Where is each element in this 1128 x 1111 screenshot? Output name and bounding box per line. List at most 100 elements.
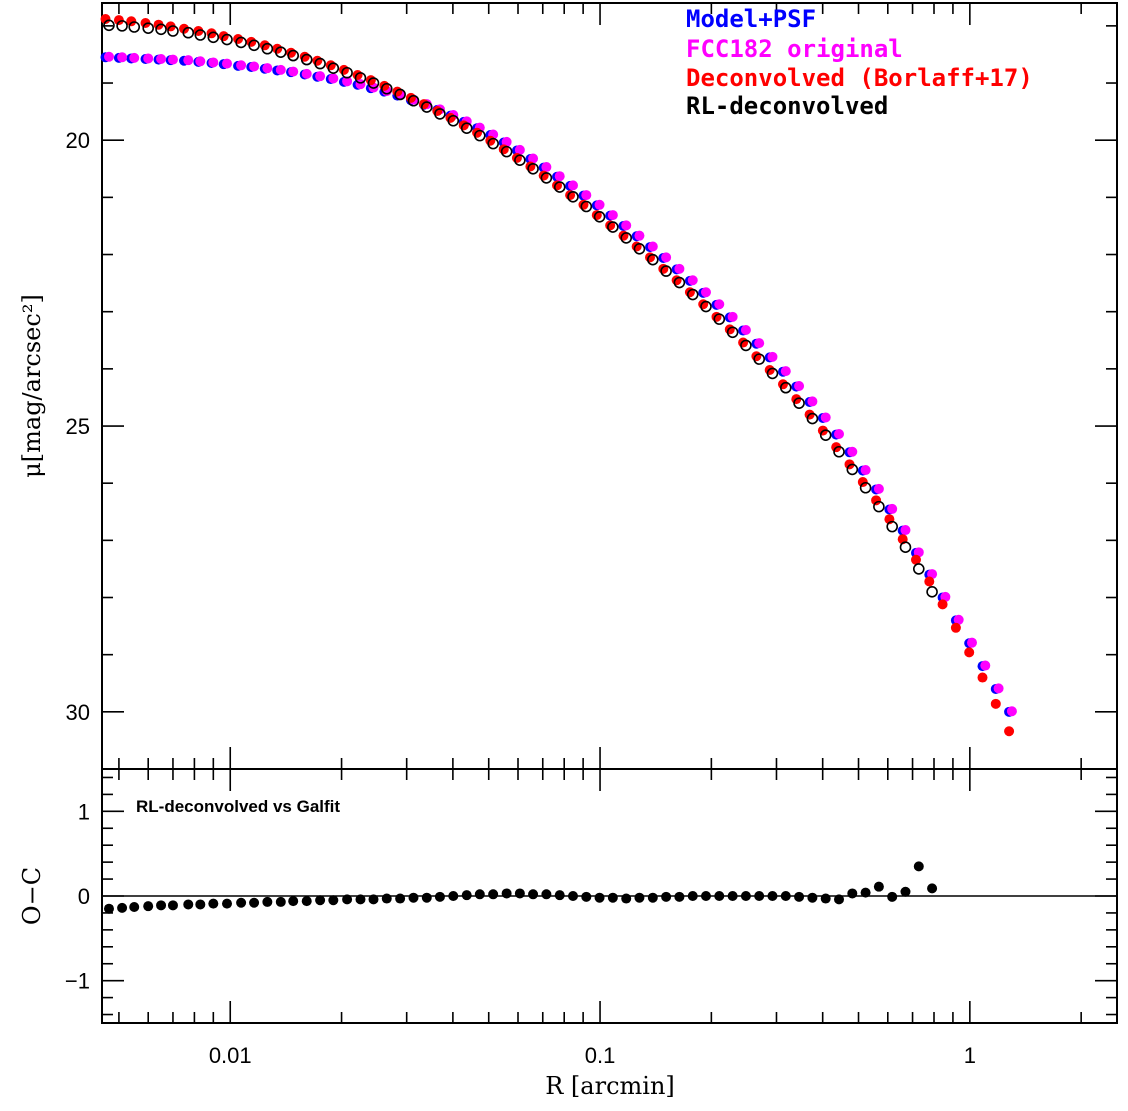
data-point (541, 162, 552, 173)
data-point (807, 396, 818, 407)
data-point (714, 299, 725, 310)
residual-point (794, 891, 805, 902)
x-axis-title: R [arcmin] (545, 1072, 675, 1100)
data-point (445, 112, 456, 123)
residual-point (434, 891, 445, 902)
residual-point (594, 892, 605, 903)
residual-point (355, 894, 366, 905)
data-point (126, 16, 137, 27)
data-point (195, 56, 206, 67)
data-point (1006, 706, 1017, 717)
main-y-tick-label: 25 (66, 414, 90, 439)
residual-point (143, 901, 154, 912)
data-point (713, 313, 726, 325)
data-point (661, 252, 672, 263)
residual-point (700, 891, 711, 901)
data-point (726, 326, 739, 339)
residual-point (301, 896, 312, 907)
data-point (873, 500, 885, 513)
series-3 (103, 19, 938, 598)
data-point (793, 397, 805, 409)
data-point (143, 53, 154, 64)
data-point (645, 252, 656, 263)
residual-y-tick-label: 0 (78, 884, 90, 909)
residual-point (221, 898, 232, 909)
data-point (740, 324, 751, 335)
data-point (167, 25, 179, 37)
residual-point (183, 899, 194, 910)
residual-point (117, 902, 128, 913)
data-point (700, 287, 711, 298)
residual-point (754, 891, 765, 901)
data-point (754, 338, 765, 349)
tick-labels: 0.01 0.1 1 20 25 30 −1 0 1 (65, 128, 976, 1068)
data-point (711, 311, 722, 322)
data-point (179, 23, 190, 34)
residual-point (820, 893, 831, 904)
data-point (341, 66, 353, 79)
residual-y-tick-label: 1 (78, 799, 90, 824)
data-point (910, 554, 921, 565)
data-point (288, 66, 299, 77)
data-point (634, 230, 645, 241)
residual-point (927, 883, 938, 894)
data-point (407, 94, 420, 107)
data-point (819, 429, 832, 441)
residual-point (541, 889, 552, 900)
residual-annotation: RL-deconvolved vs Galfit (136, 797, 340, 816)
data-point (100, 14, 111, 25)
data-point (698, 299, 709, 310)
residual-point (687, 891, 698, 901)
data-point (966, 637, 977, 648)
residual-point (647, 892, 658, 903)
data-points (100, 14, 1017, 914)
data-point (208, 57, 219, 68)
data-point (846, 463, 859, 476)
residual-point (607, 892, 618, 903)
data-point (820, 412, 831, 423)
data-point (474, 129, 486, 142)
data-point (686, 288, 699, 301)
residual-point (129, 902, 140, 913)
data-point (674, 263, 685, 274)
residual-point (328, 895, 339, 906)
data-point (500, 145, 513, 158)
residual-point (900, 886, 911, 897)
data-point (937, 599, 948, 610)
data-point (301, 68, 312, 79)
residual-point (421, 892, 432, 903)
data-point (207, 31, 220, 44)
data-point (194, 29, 207, 41)
data-point (860, 465, 871, 476)
data-point (249, 61, 260, 72)
data-point (275, 46, 287, 58)
data-point (365, 75, 376, 86)
data-point (248, 39, 260, 52)
data-point (420, 101, 433, 113)
residual-point (780, 891, 791, 901)
data-point (275, 64, 286, 75)
data-point (621, 220, 632, 231)
data-point (740, 339, 752, 352)
data-point (472, 127, 483, 138)
series-1 (103, 51, 1017, 717)
data-point (607, 221, 619, 233)
data-point (156, 54, 167, 65)
data-point (458, 120, 469, 131)
residual-y-axis-title: O−C (18, 867, 46, 925)
data-point (235, 36, 247, 49)
residual-point (167, 900, 178, 911)
data-point (514, 154, 526, 167)
data-point (432, 106, 443, 117)
main-y-tick-label: 30 (66, 700, 90, 725)
data-point (498, 144, 509, 155)
residual-point (275, 896, 286, 907)
data-point (618, 230, 629, 241)
data-point (924, 576, 935, 587)
residual-point (634, 892, 645, 903)
data-point (167, 54, 178, 65)
data-point (261, 42, 274, 55)
data-point (554, 171, 565, 182)
data-point (766, 367, 779, 380)
